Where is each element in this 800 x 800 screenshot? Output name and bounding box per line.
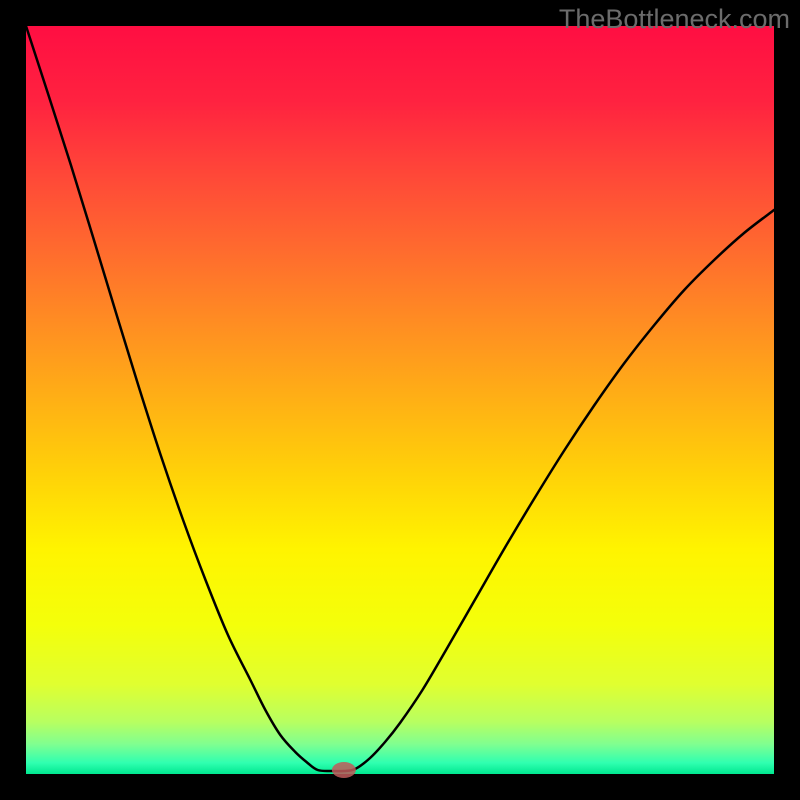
optimal-marker: [332, 762, 356, 778]
plot-area: [26, 26, 774, 774]
bottleneck-chart: [0, 0, 800, 800]
watermark-text: TheBottleneck.com: [559, 4, 790, 35]
chart-container: TheBottleneck.com: [0, 0, 800, 800]
